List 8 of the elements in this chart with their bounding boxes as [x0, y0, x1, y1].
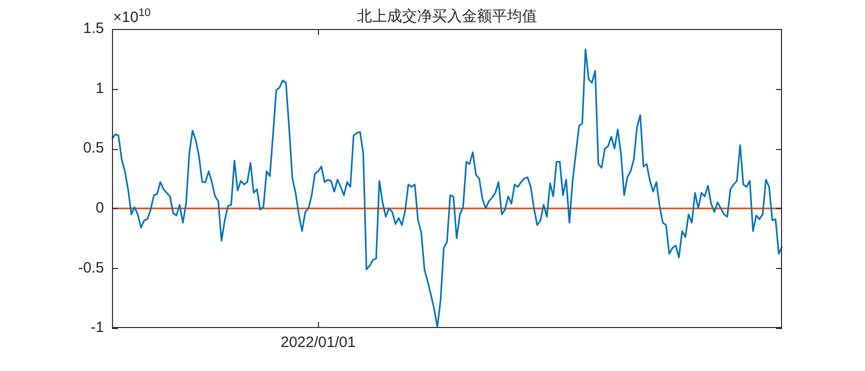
y-tick-label: 0 [96, 200, 104, 217]
y-tick-label: -0.5 [78, 259, 104, 276]
y-tick-label: -1 [90, 319, 104, 336]
y-tick-label: 1.5 [83, 20, 104, 38]
chart-title: 北上成交净买入金额平均值 [357, 7, 537, 25]
y-tick-label: 1 [96, 80, 104, 97]
y-tick-label: 0.5 [83, 140, 104, 157]
x-tick-label: 2022/01/01 [280, 334, 356, 352]
